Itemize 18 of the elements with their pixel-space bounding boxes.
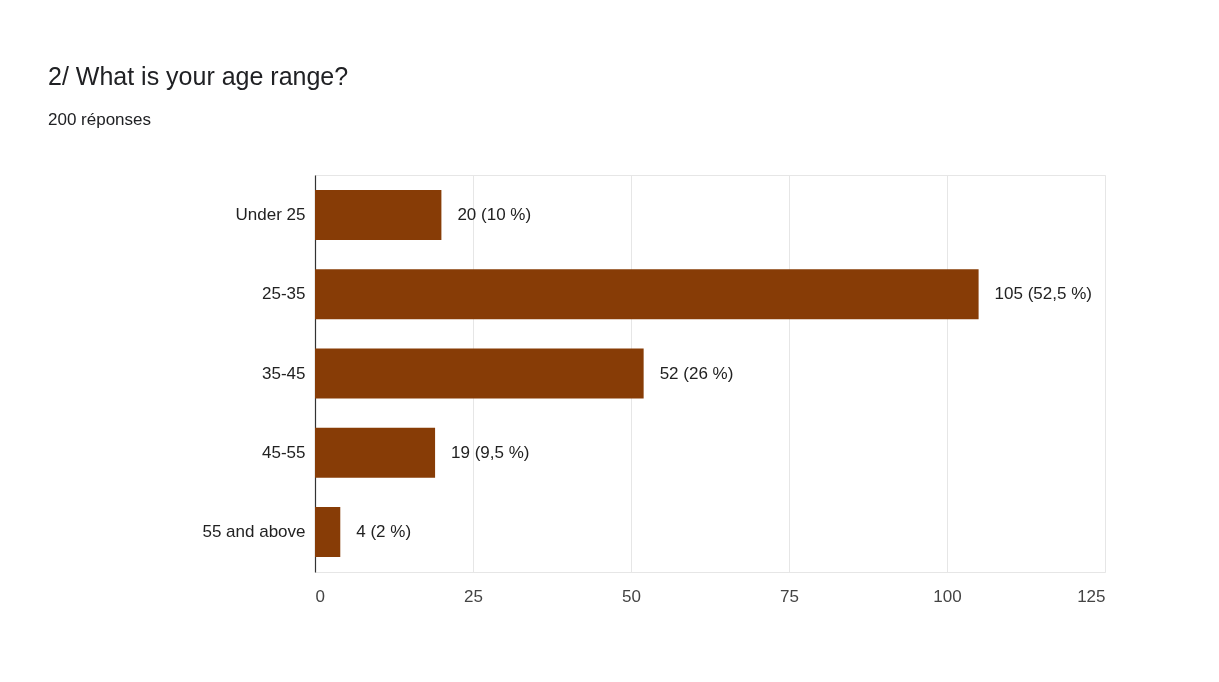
y-tick-label: 35-45 <box>262 363 306 383</box>
x-tick-label: 125 <box>1077 586 1106 606</box>
x-tick-label: 25 <box>464 586 483 606</box>
y-tick-label: 25-35 <box>262 284 306 304</box>
data-label: 4 (2 %) <box>356 521 412 541</box>
x-tick-label: 100 <box>933 586 962 606</box>
y-tick-label: 55 and above <box>202 521 306 541</box>
x-tick-label: 0 <box>315 586 325 606</box>
y-tick-label: Under 25 <box>235 205 306 225</box>
text: 200 réponses <box>48 110 152 130</box>
data-label: 105 (52,5 %) <box>994 284 1092 304</box>
chart-title: 2/ What is your age range? <box>48 62 349 91</box>
x-tick-label: 75 <box>780 586 799 606</box>
data-label: 52 (26 %) <box>659 363 734 383</box>
data-label: 20 (10 %) <box>457 205 532 225</box>
y-tick-label: 45-55 <box>262 442 306 462</box>
data-label: 19 (9,5 %) <box>451 442 530 462</box>
x-tick-label: 50 <box>622 586 641 606</box>
